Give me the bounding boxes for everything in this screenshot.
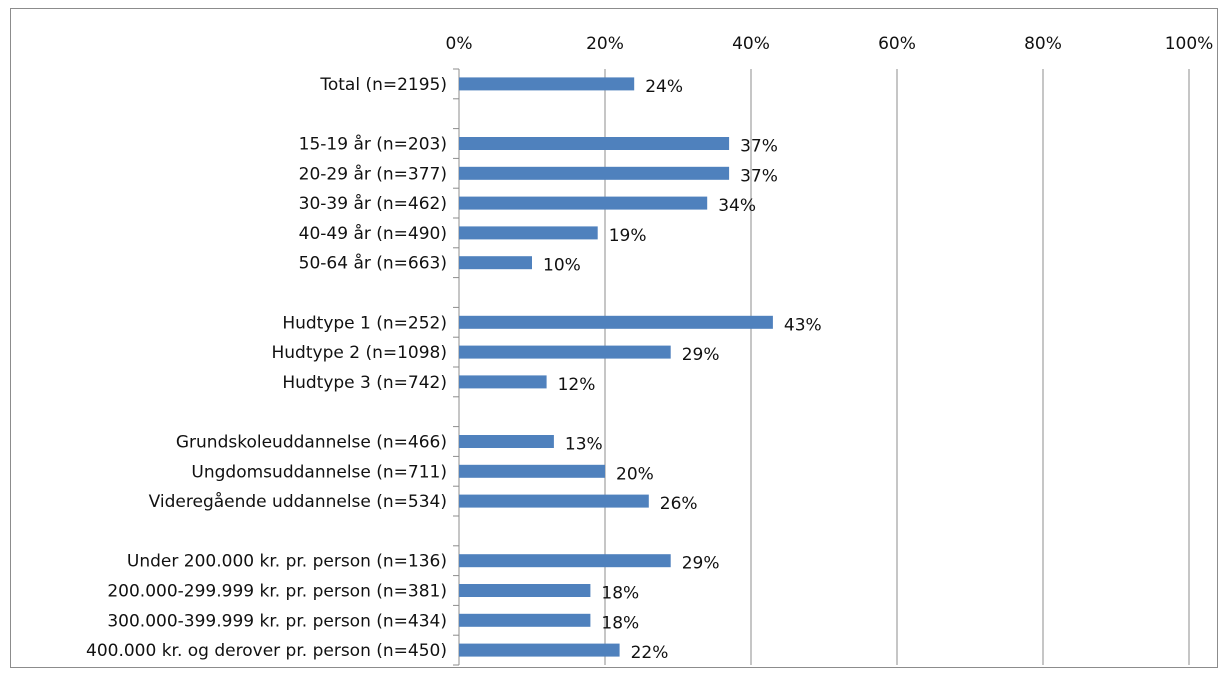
data-label: 12% xyxy=(558,375,596,395)
bar xyxy=(459,77,635,91)
category-axis xyxy=(453,68,460,666)
bar xyxy=(459,226,598,240)
category-label: Hudtype 3 (n=742) xyxy=(282,373,447,393)
category-label: Under 200.000 kr. pr. person (n=136) xyxy=(127,552,447,572)
category-label: 40-49 år (n=490) xyxy=(299,223,447,244)
data-label: 34% xyxy=(718,196,756,216)
category-label: Hudtype 1 (n=252) xyxy=(282,313,447,333)
bar xyxy=(459,345,671,359)
x-tick-label: 20% xyxy=(586,34,624,54)
category-label: Total (n=2195) xyxy=(319,75,447,95)
bar xyxy=(459,643,620,657)
category-label: Grundskoleuddannelse (n=466) xyxy=(176,433,447,453)
gridlines xyxy=(604,69,1190,665)
category-label: 200.000-299.999 kr. pr. person (n=381) xyxy=(107,582,447,602)
bar xyxy=(459,613,591,627)
category-label: 15-19 år (n=203) xyxy=(299,134,447,155)
bar xyxy=(459,256,532,270)
category-label: Hudtype 2 (n=1098) xyxy=(272,343,448,363)
category-label: 30-39 år (n=462) xyxy=(299,193,447,214)
bar-chart: 0% 20% 40% 60% 80% 100% Total (n=2195) 15-19 å… xyxy=(86,34,1214,666)
chart-frame: 0% 20% 40% 60% 80% 100% Total (n=2195) 15-19 å… xyxy=(10,8,1218,668)
data-label: 18% xyxy=(601,613,639,633)
bar xyxy=(459,166,730,180)
data-label: 18% xyxy=(601,584,639,604)
bar xyxy=(459,584,591,597)
x-axis-tick-labels: 0% 20% 40% 60% 80% 100% xyxy=(446,34,1214,54)
data-label: 20% xyxy=(616,464,654,484)
data-label: 13% xyxy=(565,435,603,455)
data-label: 24% xyxy=(645,77,683,97)
data-label: 37% xyxy=(740,166,778,186)
bar xyxy=(459,137,730,150)
data-label: 10% xyxy=(543,256,581,276)
category-labels: Total (n=2195) 15-19 år (n=203) 20-29 år (… xyxy=(86,75,447,661)
bar xyxy=(459,375,547,389)
data-label: 19% xyxy=(609,226,647,246)
x-tick-label: 60% xyxy=(878,34,916,54)
data-label: 29% xyxy=(682,554,720,574)
category-label: 20-29 år (n=377) xyxy=(299,163,447,184)
category-label: Videregående uddannelse (n=534) xyxy=(149,491,447,512)
x-tick-label: 80% xyxy=(1024,34,1062,54)
category-label: 50-64 år (n=663) xyxy=(299,253,447,274)
bar xyxy=(459,494,649,508)
bars xyxy=(459,77,773,657)
bar xyxy=(459,315,773,329)
data-label: 37% xyxy=(740,137,778,157)
category-label: 400.000 kr. og derover pr. person (n=450… xyxy=(86,641,447,661)
bar xyxy=(459,554,671,568)
bar xyxy=(459,435,554,448)
bar xyxy=(459,464,605,478)
data-label: 29% xyxy=(682,345,720,365)
data-label: 43% xyxy=(784,315,822,335)
category-label: 300.000-399.999 kr. pr. person (n=434) xyxy=(107,611,447,631)
data-label: 26% xyxy=(660,494,698,514)
x-tick-label: 100% xyxy=(1165,34,1214,54)
category-label: Ungdomsuddannelse (n=711) xyxy=(191,462,447,482)
bar xyxy=(459,196,708,210)
data-label: 22% xyxy=(631,643,669,663)
x-tick-label: 0% xyxy=(446,34,473,54)
x-tick-label: 40% xyxy=(732,34,770,54)
data-labels: 24% 37% 37% 34% 19% 10% 43% 29% 12% 13% 20% 26% 29% 1… xyxy=(543,77,822,663)
